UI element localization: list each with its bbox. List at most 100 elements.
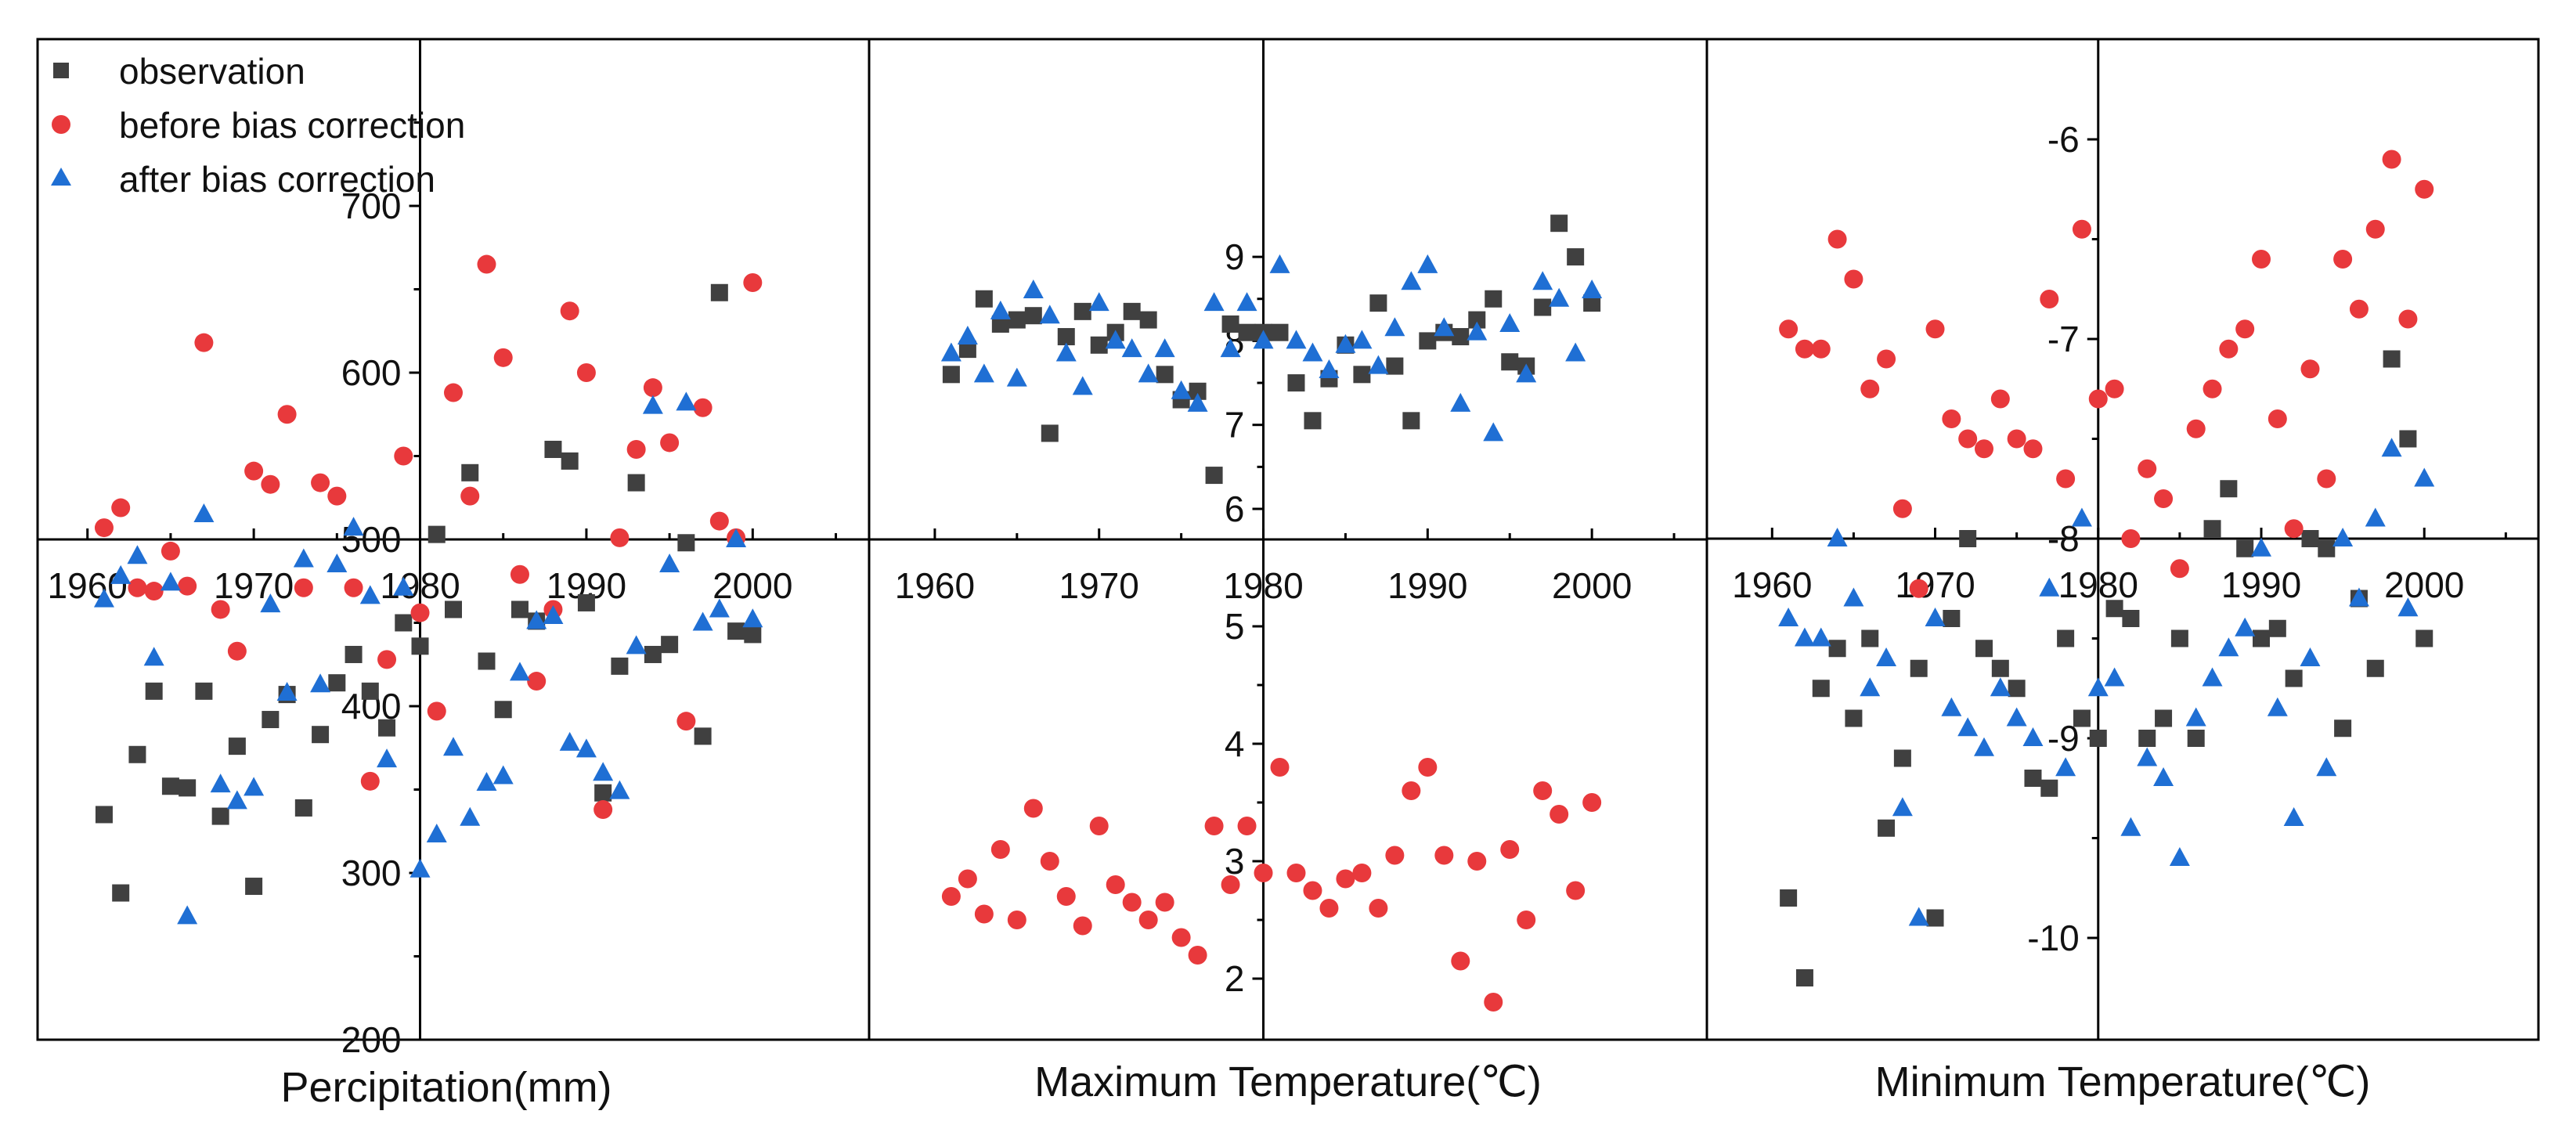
y-tick-label: 600: [341, 352, 402, 393]
point-triangle: [2104, 667, 2125, 687]
point-circle: [560, 301, 579, 321]
point-square: [661, 636, 679, 654]
point-circle: [227, 641, 247, 661]
legend-label-after: after bias correction: [119, 159, 435, 200]
point-square: [561, 452, 579, 470]
point-circle: [693, 398, 713, 417]
point-circle: [2235, 319, 2255, 339]
point-square: [2024, 770, 2042, 787]
point-circle: [2105, 379, 2124, 399]
x-tick-label: 1980: [2058, 564, 2138, 605]
point-square: [1205, 467, 1223, 485]
point-circle: [410, 603, 430, 622]
point-square: [1271, 323, 1289, 341]
point-square: [1024, 307, 1042, 325]
point-triangle: [1269, 254, 1290, 273]
data-points: [93, 254, 763, 925]
x-tick-label: 1990: [2221, 564, 2301, 605]
point-triangle: [409, 858, 431, 878]
point-circle: [2219, 339, 2239, 359]
point-circle: [377, 650, 397, 669]
point-triangle: [293, 548, 314, 568]
point-square: [2334, 719, 2352, 737]
point-circle: [2398, 309, 2418, 329]
y-tick-label: 200: [341, 1019, 402, 1060]
point-circle: [178, 576, 197, 596]
point-triangle: [1810, 627, 1831, 647]
point-circle: [1303, 881, 1322, 900]
point-triangle: [426, 824, 447, 843]
point-square: [1893, 749, 1911, 767]
point-square: [2415, 629, 2433, 647]
point-square: [1878, 819, 1896, 837]
x-tick-label: 1980: [1223, 565, 1303, 606]
point-circle: [1089, 817, 1109, 835]
point-circle: [327, 486, 347, 506]
point-square: [2285, 669, 2303, 687]
point-square: [2155, 709, 2173, 727]
point-square: [1238, 323, 1256, 341]
point-square: [2236, 539, 2254, 557]
point-square: [611, 657, 629, 675]
point-triangle: [1532, 271, 1553, 290]
point-triangle: [1203, 292, 1225, 312]
x-tick-label: 1970: [214, 565, 294, 606]
point-square: [644, 645, 662, 663]
point-circle: [2088, 389, 2108, 409]
point-square: [2366, 659, 2384, 677]
point-square: [1534, 298, 1552, 316]
point-triangle: [1105, 330, 1126, 349]
point-square: [2383, 350, 2401, 368]
point-triangle: [1990, 677, 2011, 697]
point-circle: [161, 541, 180, 561]
point-circle: [2203, 379, 2222, 399]
point-circle: [990, 840, 1010, 859]
point-triangle: [659, 553, 680, 572]
point-circle: [2072, 219, 2091, 239]
point-square: [958, 341, 976, 359]
point-square: [461, 463, 479, 481]
point-triangle: [2235, 617, 2256, 637]
point-triangle: [1187, 392, 1208, 412]
point-square: [2318, 539, 2336, 557]
point-triangle: [709, 598, 730, 618]
point-square: [1550, 215, 1568, 233]
point-square: [1812, 680, 1830, 698]
point-circle: [1811, 339, 1831, 359]
point-square: [727, 622, 745, 640]
point-circle: [1023, 799, 1043, 818]
point-square: [1501, 353, 1519, 371]
point-triangle: [1925, 608, 1946, 626]
point-square: [1845, 709, 1863, 727]
point-circle: [2252, 250, 2271, 269]
point-circle: [1779, 319, 1799, 339]
point-circle: [1369, 899, 1388, 918]
point-square: [112, 884, 130, 902]
point-triangle: [260, 593, 281, 613]
point-triangle: [2381, 438, 2402, 457]
point-square: [378, 719, 396, 737]
point-square: [1090, 336, 1108, 354]
point-circle: [144, 582, 164, 601]
x-ticks: 1960 1970 1980 1990 2000: [895, 528, 1676, 606]
point-square: [2040, 779, 2058, 797]
point-square: [2008, 680, 2026, 698]
y-tick-label: 2: [1225, 958, 1245, 999]
point-circle: [1319, 899, 1339, 918]
point-triangle: [210, 774, 231, 793]
point-circle: [1517, 911, 1536, 929]
point-square: [1402, 412, 1420, 430]
point-square: [744, 626, 762, 644]
point-square: [1369, 294, 1387, 312]
point-square: [1567, 248, 1585, 266]
point-circle: [1550, 805, 1569, 824]
x-axis-title: Percipitation(mm): [280, 1064, 612, 1111]
point-triangle: [2039, 577, 2060, 597]
point-square: [1287, 374, 1305, 392]
point-triangle: [1499, 312, 1521, 332]
point-circle: [2154, 489, 2174, 508]
point-triangle: [2267, 697, 2288, 716]
point-triangle: [1876, 647, 1897, 666]
x-tick-label: 2000: [1552, 565, 1632, 606]
point-square: [1386, 357, 1404, 375]
